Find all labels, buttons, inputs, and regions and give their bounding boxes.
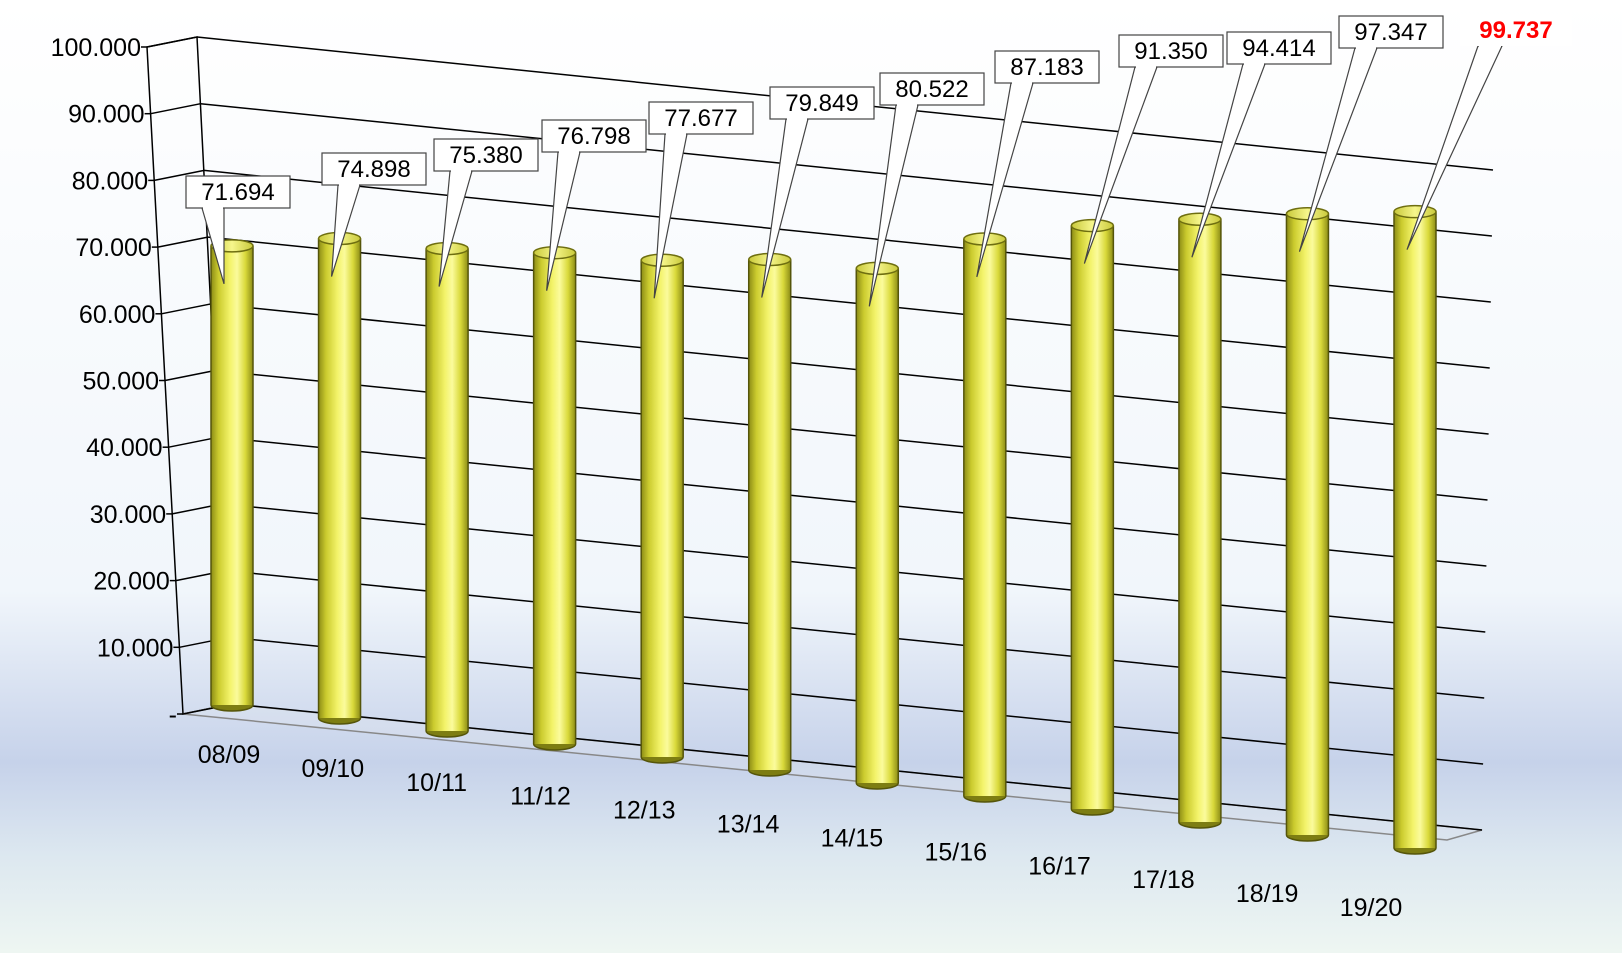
bar-12-13 — [640, 253, 684, 764]
data-label-text: 77.677 — [664, 105, 737, 132]
data-label-text: 74.898 — [337, 156, 410, 183]
data-label-13-14: 79.849 — [761, 86, 875, 298]
bar-13-14 — [747, 252, 792, 777]
bar-16-17 — [1070, 218, 1115, 816]
gridline — [200, 102, 1492, 237]
x-tick-label: 10/11 — [406, 769, 467, 797]
bar-19-20 — [1393, 204, 1437, 855]
gridline — [211, 303, 1489, 435]
data-label-09-10: 74.898 — [321, 152, 427, 277]
data-label-text: 80.522 — [895, 76, 968, 103]
bar-08-09 — [210, 239, 254, 712]
x-tick-label: 17/18 — [1132, 866, 1195, 894]
y-tick-label: 70.000 — [75, 234, 151, 262]
bar-15-16 — [963, 232, 1007, 803]
gridline — [204, 169, 1491, 303]
y-tick-label: 20.000 — [93, 568, 169, 596]
y-tick-label: - — [169, 701, 177, 729]
gridline-wall — [157, 236, 208, 248]
data-label-12-13: 77.677 — [648, 101, 754, 299]
data-label-text: 87.183 — [1010, 54, 1083, 81]
y-tick-label: 100.000 — [51, 34, 141, 62]
data-label-text: 75.380 — [449, 142, 522, 169]
data-label-text: 99.737 — [1479, 17, 1552, 44]
data-labels: 71.694 74.898 75.380 76.798 77.677 79.849 80.5… — [185, 14, 1572, 307]
bar-17-18 — [1178, 212, 1222, 829]
data-label-17-18: 94.414 — [1191, 31, 1332, 258]
gridline-wall — [161, 303, 212, 315]
bar-10-11 — [425, 241, 469, 738]
data-label-text: 71.694 — [201, 179, 274, 206]
x-tick-label: 09/10 — [302, 755, 365, 783]
y-tick-label: 60.000 — [79, 301, 155, 329]
data-label-text: 91.350 — [1134, 38, 1207, 65]
bar-11-12 — [532, 245, 577, 751]
y-tick-label: 80.000 — [72, 167, 148, 195]
x-tick-label: 19/20 — [1340, 894, 1403, 922]
y-tick-label: 10.000 — [97, 634, 173, 662]
gridline-wall — [150, 102, 201, 115]
x-tick-label: 15/16 — [924, 838, 987, 866]
gridline-wall — [164, 369, 216, 382]
x-tick-label: 11/12 — [510, 783, 571, 811]
x-tick-label: 12/13 — [613, 797, 676, 825]
data-label-10-11: 75.380 — [433, 138, 539, 287]
gridline-wall — [154, 169, 205, 182]
y-tick-label: 90.000 — [68, 101, 144, 129]
data-label-14-15: 80.522 — [868, 72, 985, 307]
data-label-18-19: 97.347 — [1298, 15, 1444, 252]
y-tick-label: 30.000 — [90, 501, 166, 529]
data-label-19-20: 99.737 — [1406, 14, 1572, 250]
x-axis: 08/09 09/10 10/11 11/12 12/13 13/14 14/15 15/16… — [198, 741, 1403, 922]
bar-18-19 — [1285, 206, 1330, 842]
x-tick-label: 16/17 — [1028, 852, 1091, 880]
data-label-11-12: 76.798 — [541, 119, 647, 291]
data-label-text: 76.798 — [557, 123, 630, 150]
data-label-text: 79.849 — [785, 90, 858, 117]
gridline-wall — [146, 36, 198, 48]
y-tick-label: 40.000 — [86, 434, 162, 462]
bar-series — [210, 204, 1437, 855]
data-label-text: 97.347 — [1354, 19, 1427, 46]
x-tick-label: 14/15 — [821, 824, 884, 852]
bar-14-15 — [855, 261, 900, 790]
data-label-15-16: 87.183 — [976, 50, 1100, 278]
bar-09-10 — [317, 231, 362, 725]
x-tick-label: 18/19 — [1236, 880, 1299, 908]
x-tick-label: 08/09 — [198, 741, 261, 769]
gridline — [207, 236, 1490, 369]
data-label-08-09: 71.694 — [185, 175, 291, 285]
data-label-16-17: 91.350 — [1083, 34, 1224, 264]
y-tick-label: 50.000 — [83, 368, 159, 396]
y-axis: - 10.000 20.000 30.000 40.000 50.000 60.000 70.… — [51, 34, 183, 729]
x-tick-label: 13/14 — [717, 811, 780, 839]
data-label-text: 94.414 — [1242, 35, 1315, 62]
